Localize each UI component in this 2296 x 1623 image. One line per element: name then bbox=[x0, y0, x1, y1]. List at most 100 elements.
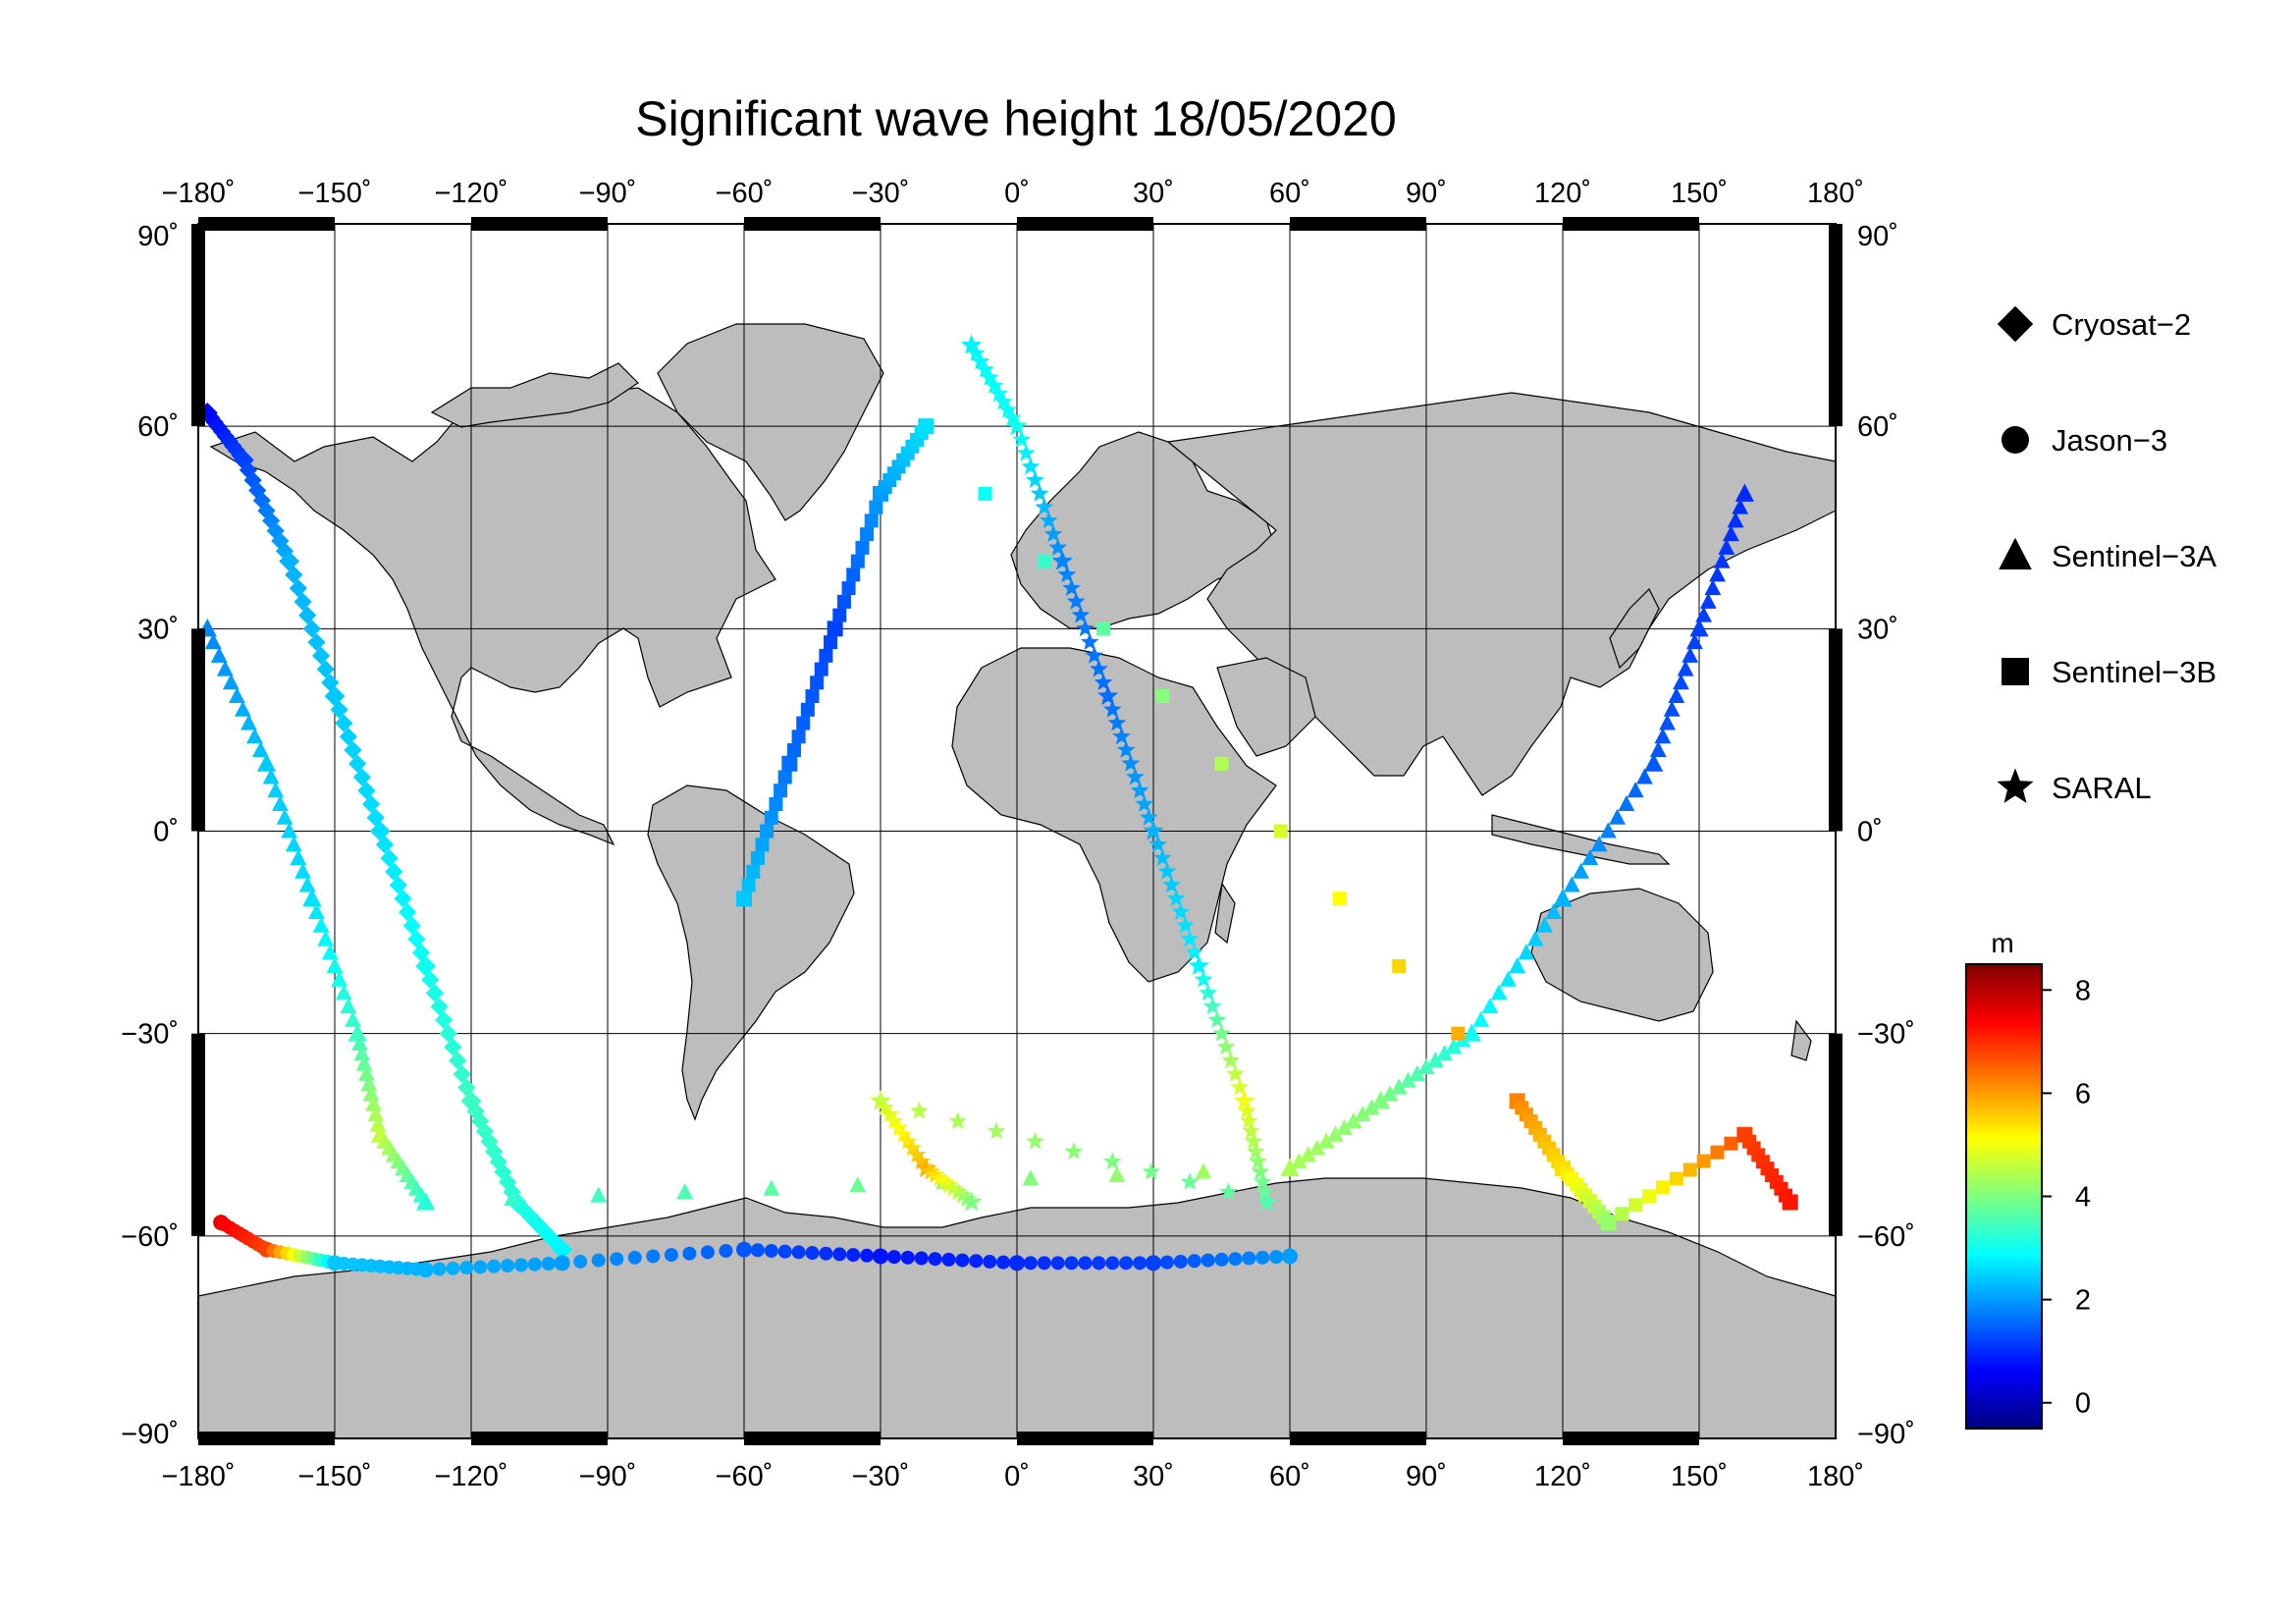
land-madagascar bbox=[1214, 882, 1236, 945]
lon-tick-label-bottom: −90˚ bbox=[579, 1461, 637, 1492]
track-point bbox=[1171, 902, 1191, 920]
track-point bbox=[810, 676, 825, 690]
track-point bbox=[331, 970, 348, 987]
track-point bbox=[1022, 1169, 1040, 1186]
track-point bbox=[1727, 512, 1744, 528]
track-point bbox=[348, 754, 367, 773]
lon-tick-label-bottom: −60˚ bbox=[716, 1461, 774, 1492]
land-arabia bbox=[1216, 657, 1316, 757]
lat-tick-label-right: 90˚ bbox=[1857, 221, 1898, 252]
track-point bbox=[796, 716, 811, 730]
track-point bbox=[880, 1105, 899, 1123]
track-point bbox=[832, 1247, 847, 1262]
track-point bbox=[819, 1246, 833, 1261]
track-point bbox=[262, 512, 281, 530]
track-point bbox=[1194, 969, 1213, 988]
track-point bbox=[930, 1168, 949, 1187]
track-point bbox=[389, 876, 407, 894]
lon-tick-label-top: −150˚ bbox=[298, 178, 372, 209]
lon-tick-label-top: 30˚ bbox=[1133, 178, 1174, 209]
track-point bbox=[1185, 943, 1203, 961]
track-point bbox=[948, 1182, 968, 1201]
track-point bbox=[1636, 768, 1653, 784]
track-point bbox=[1682, 1163, 1697, 1177]
track-point bbox=[884, 1111, 904, 1129]
track-point bbox=[321, 674, 340, 692]
track-point bbox=[676, 1183, 694, 1200]
track-point bbox=[1064, 1142, 1084, 1160]
track-point bbox=[1148, 835, 1167, 853]
track-point bbox=[1230, 1077, 1250, 1096]
track-point bbox=[985, 376, 1004, 394]
track-point bbox=[1126, 767, 1145, 785]
track-point bbox=[1326, 1125, 1344, 1142]
track-point bbox=[1436, 1045, 1453, 1061]
track-point bbox=[1152, 848, 1172, 866]
track-point bbox=[1180, 929, 1200, 947]
track-point bbox=[267, 782, 285, 798]
colorbar-unit: m bbox=[1991, 928, 2013, 958]
track-point bbox=[943, 1178, 963, 1197]
track-point bbox=[1644, 753, 1664, 772]
track-point bbox=[996, 1255, 1011, 1270]
frame-bar-top bbox=[744, 217, 881, 231]
track-point bbox=[1526, 930, 1544, 947]
track-point bbox=[1012, 430, 1031, 448]
track-point bbox=[1659, 714, 1676, 730]
track-point bbox=[204, 632, 222, 650]
track-point bbox=[1228, 1252, 1243, 1267]
frame-border-ticks bbox=[191, 217, 1842, 1445]
track-point bbox=[1536, 916, 1553, 933]
track-point bbox=[1006, 415, 1028, 436]
track-point bbox=[573, 1254, 588, 1269]
lon-tick-label-top: 150˚ bbox=[1671, 178, 1728, 209]
track-point bbox=[814, 662, 828, 676]
legend-marker-triangle bbox=[1999, 537, 2032, 569]
lon-tick-label-top: −30˚ bbox=[852, 178, 910, 209]
track-point bbox=[281, 822, 298, 839]
track-point bbox=[1207, 1010, 1227, 1028]
track-point bbox=[912, 1152, 931, 1170]
frame-bar-right bbox=[1829, 1033, 1842, 1236]
track-point bbox=[1173, 1254, 1188, 1269]
colorbar-tick-label: 0 bbox=[2075, 1388, 2091, 1420]
track-point bbox=[1180, 1172, 1200, 1190]
track-point bbox=[1202, 997, 1222, 1015]
frame-bar-top bbox=[1017, 217, 1153, 231]
land-australia bbox=[1530, 888, 1714, 1022]
track-point bbox=[1642, 1189, 1657, 1204]
track-point bbox=[1080, 632, 1099, 650]
lon-tick-label-top: 120˚ bbox=[1534, 178, 1591, 209]
track-point bbox=[1142, 1162, 1160, 1180]
track-point bbox=[1237, 1101, 1256, 1119]
track-point bbox=[324, 685, 346, 707]
track-point bbox=[860, 527, 875, 542]
track-point bbox=[321, 944, 339, 960]
track-point bbox=[646, 1249, 661, 1264]
track-point bbox=[501, 1259, 515, 1273]
track-point bbox=[1655, 1180, 1670, 1195]
track-point bbox=[1354, 1106, 1371, 1122]
track-point bbox=[1037, 1256, 1051, 1271]
track-point bbox=[1627, 782, 1644, 798]
track-point bbox=[252, 491, 271, 510]
lat-tick-label-right: −30˚ bbox=[1857, 1019, 1915, 1051]
track-point bbox=[763, 1179, 780, 1196]
lon-tick-label-top: 90˚ bbox=[1406, 178, 1447, 209]
track-point bbox=[1663, 700, 1681, 717]
track-point bbox=[1064, 1256, 1079, 1271]
track-point bbox=[989, 384, 1008, 403]
track-point bbox=[939, 1175, 958, 1194]
frame-bar-left bbox=[191, 628, 205, 832]
track-point bbox=[294, 592, 312, 611]
track-point bbox=[1155, 689, 1170, 704]
track-point bbox=[1009, 1255, 1025, 1271]
track-point bbox=[971, 352, 990, 370]
track-point bbox=[1221, 1051, 1241, 1069]
frame-bar-bottom bbox=[1563, 1432, 1699, 1445]
track-point bbox=[1615, 1207, 1629, 1221]
track-point bbox=[1187, 1254, 1201, 1269]
track-point bbox=[1253, 1172, 1272, 1190]
track-point bbox=[1216, 1037, 1236, 1055]
track-point bbox=[777, 1244, 792, 1259]
